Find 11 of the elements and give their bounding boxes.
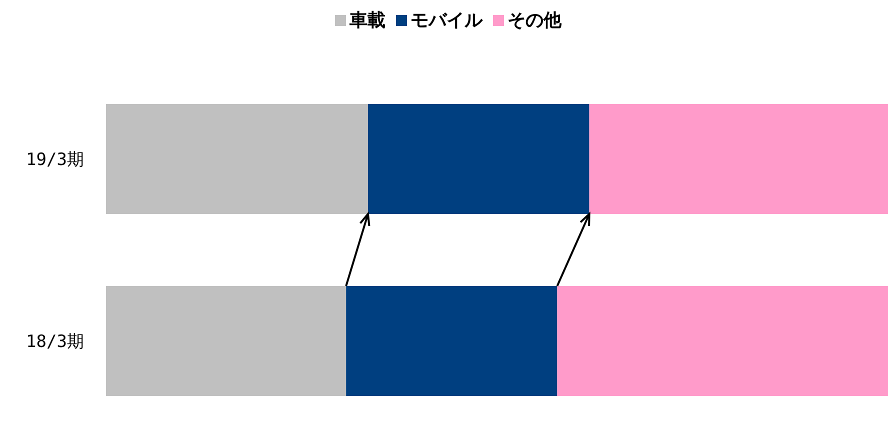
bar xyxy=(368,104,590,214)
y-tick-label: 19/3期 xyxy=(26,150,84,170)
legend-label: 車載 xyxy=(350,9,386,32)
bar xyxy=(589,104,888,214)
bar xyxy=(557,286,888,396)
bar xyxy=(106,104,368,214)
y-tick-label: 18/3期 xyxy=(26,332,84,352)
bar xyxy=(346,286,558,396)
legend-label: モバイル xyxy=(410,9,482,32)
bar xyxy=(106,286,346,396)
legend-label: その他 xyxy=(508,9,562,32)
